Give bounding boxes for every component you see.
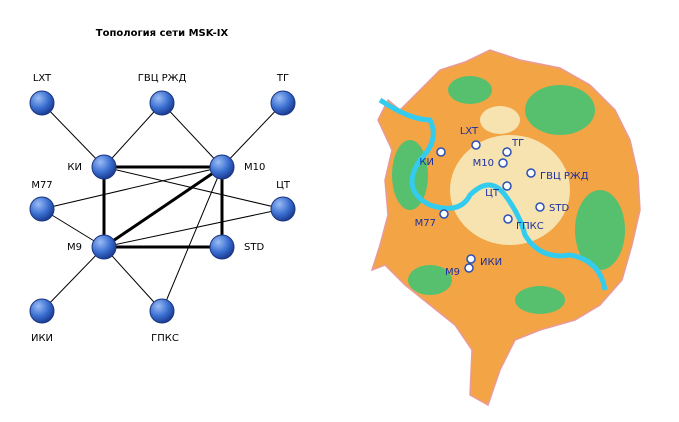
- edge: [103, 208, 284, 248]
- node-label: STD: [244, 242, 264, 253]
- map-label: КИ: [419, 157, 434, 168]
- node: [209, 154, 235, 180]
- map-point: [535, 202, 545, 212]
- node: [149, 90, 175, 116]
- map-label: LXT: [460, 126, 479, 137]
- map-label: M9: [445, 267, 460, 278]
- edge: [41, 246, 105, 312]
- node-label: M77: [31, 180, 52, 191]
- map-point: [464, 263, 474, 273]
- map-label: ЦТ: [485, 188, 500, 199]
- edge: [161, 102, 223, 168]
- node: [91, 154, 117, 180]
- map-point: [471, 140, 481, 150]
- map-point: [466, 254, 476, 264]
- node: [209, 234, 235, 260]
- node: [270, 196, 296, 222]
- node-label: LXT: [33, 73, 52, 84]
- map-label: ГПКС: [516, 221, 544, 232]
- map-point: [498, 158, 508, 168]
- node-label: ЦТ: [276, 180, 291, 191]
- node-label: ГПКС: [151, 333, 179, 344]
- node: [29, 298, 55, 324]
- map: LXT ГВЦ РЖД ТГ КИ M10 M77 ЦТ M9 STD ИКИ ГПКС: [370, 49, 641, 407]
- map-label: ТГ: [511, 138, 524, 149]
- trunk-edge: [103, 165, 223, 249]
- edge: [41, 166, 223, 210]
- node-label: M9: [67, 242, 82, 253]
- map-point: [439, 209, 449, 219]
- edge: [161, 166, 223, 312]
- node-label: КИ: [67, 162, 82, 173]
- edge: [41, 102, 105, 168]
- node: [29, 90, 55, 116]
- node-label: ИКИ: [31, 333, 53, 344]
- edges: [41, 102, 284, 312]
- map-label: STD: [549, 203, 569, 214]
- node: [270, 90, 296, 116]
- map-label: M77: [415, 218, 436, 229]
- edge: [103, 246, 163, 312]
- map-point: [503, 214, 513, 224]
- map-point: [502, 181, 512, 191]
- map-label: M10: [473, 158, 494, 169]
- map-label: ИКИ: [480, 257, 502, 268]
- map-point: [436, 147, 446, 157]
- node-label: ТГ: [276, 73, 289, 84]
- edge: [103, 102, 163, 168]
- map-label: ГВЦ РЖД: [540, 171, 589, 182]
- node: [91, 234, 117, 260]
- node: [149, 298, 175, 324]
- map-point: [526, 168, 536, 178]
- node: [29, 196, 55, 222]
- title: Топология сети MSK-IX: [96, 28, 229, 39]
- map-point: [502, 147, 512, 157]
- node-label: M10: [244, 162, 265, 173]
- nodes: LXT ГВЦ РЖД ТГ КИ M10 M77 ЦТ M9 STD ИКИ ГПКС: [29, 73, 296, 344]
- edge: [221, 102, 284, 168]
- node-label: ГВЦ РЖД: [138, 73, 187, 84]
